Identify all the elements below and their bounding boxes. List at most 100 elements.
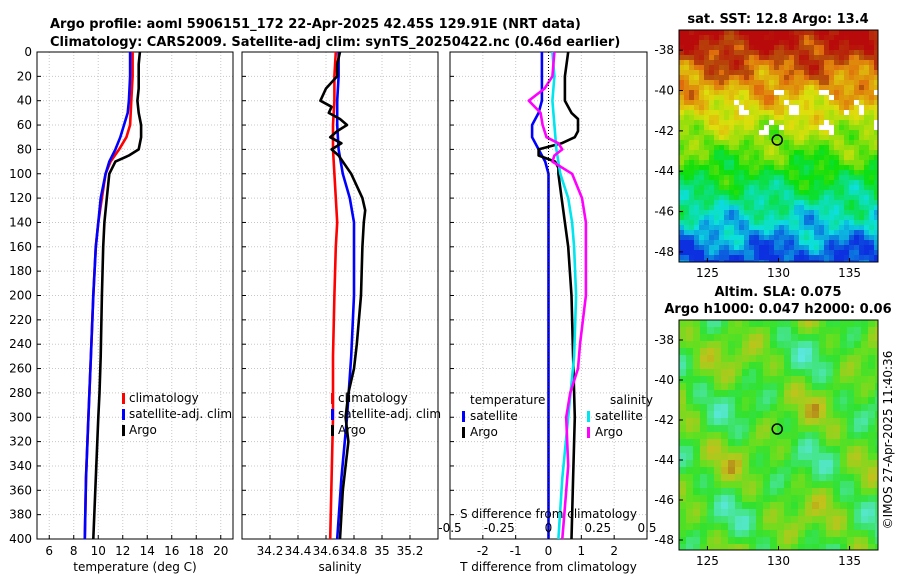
difference-xlabel: T difference from climatology bbox=[459, 560, 637, 574]
temperature-legend-label-0: climatology bbox=[129, 391, 199, 405]
map-sst-field bbox=[679, 30, 878, 262]
difference-xtick-label-2: 0 bbox=[545, 544, 553, 558]
salinity-xtick-label-5: 35.2 bbox=[397, 544, 424, 558]
salinity-xtick-label-2: 34.6 bbox=[313, 544, 340, 558]
temperature-ytick-label-14: 280 bbox=[9, 386, 32, 400]
temperature-legend-swatch-1 bbox=[122, 409, 125, 420]
map-sst-xtick-label-2: 135 bbox=[838, 266, 861, 280]
difference-legend-sal-label-0: satellite bbox=[595, 409, 643, 423]
salinity-xtick-label-0: 34.2 bbox=[257, 544, 284, 558]
difference-top-tick-label-4: 0.5 bbox=[637, 521, 656, 535]
temperature-xtick-label-3: 12 bbox=[115, 544, 130, 558]
temperature-ytick-label-11: 220 bbox=[9, 313, 32, 327]
map-sla-ytick-label-5: -48 bbox=[654, 533, 674, 547]
temperature-ytick-label-6: 120 bbox=[9, 191, 32, 205]
temperature-ytick-label-12: 240 bbox=[9, 337, 32, 351]
difference-top-axis-label: S difference from climatology bbox=[460, 507, 637, 521]
difference-legend-sal-swatch-1 bbox=[587, 427, 590, 438]
temperature-xtick-label-5: 16 bbox=[164, 544, 179, 558]
difference-xtick-label-1: -1 bbox=[510, 544, 522, 558]
temperature-frame bbox=[36, 51, 234, 540]
difference-top-tick-label-2: 0 bbox=[545, 521, 553, 535]
temperature-xtick-label-0: 6 bbox=[45, 544, 53, 558]
difference-xtick-label-0: -2 bbox=[477, 544, 489, 558]
temperature-legend-swatch-2 bbox=[122, 425, 125, 436]
map-sla-argo-marker bbox=[771, 423, 783, 435]
difference-legend-title-temperature: temperature bbox=[470, 393, 545, 407]
difference-series-argo-temperature bbox=[537, 51, 580, 540]
map-sst-ytick-label-0: -38 bbox=[654, 43, 674, 57]
map-sla-ytick-label-3: -44 bbox=[654, 453, 674, 467]
difference-profile-panel: -2 -1 0 1 2 T difference from climatology S di… bbox=[438, 51, 657, 574]
temperature-ytick-label-8: 160 bbox=[9, 240, 32, 254]
difference-legend-title-salinity: salinity bbox=[610, 393, 653, 407]
sst-map-title: sat. SST: 12.8 Argo: 13.4 bbox=[687, 12, 868, 27]
temperature-xtick-label-4: 14 bbox=[140, 544, 155, 558]
sla-map-title-line1: Altim. SLA: 0.075 bbox=[715, 285, 842, 300]
temperature-ytick-label-4: 80 bbox=[17, 142, 32, 156]
map-sst-ytick-label-3: -44 bbox=[654, 164, 674, 178]
map-sst-argo-marker bbox=[771, 134, 783, 146]
temperature-xtick-label-2: 10 bbox=[91, 544, 106, 558]
salinity-xlabel: salinity bbox=[318, 560, 361, 574]
difference-xtick-label-3: 1 bbox=[578, 544, 586, 558]
map-sst-ytick-label-4: -46 bbox=[654, 205, 674, 219]
temperature-xtick-label-6: 18 bbox=[189, 544, 204, 558]
temperature-xtick-label-7: 20 bbox=[213, 544, 228, 558]
difference-legend-sal-swatch-0 bbox=[587, 411, 590, 422]
salinity-xtick-label-3: 34.8 bbox=[341, 544, 368, 558]
imos-timestamp: ©IMOS 27-Apr-2025 11:40:36 bbox=[881, 351, 895, 530]
temperature-series-satellite-adj--clim bbox=[83, 52, 132, 540]
salinity-legend-label-0: climatology bbox=[338, 391, 408, 405]
map-sst-xtick-label-1: 130 bbox=[767, 266, 790, 280]
map-sla-ytick-label-0: -38 bbox=[654, 333, 674, 347]
salinity-profile-panel: 34.2 34.4 34.6 34.8 35 35.2 salinity climatolog… bbox=[241, 51, 441, 574]
map-sst-xtick-label-0: 125 bbox=[696, 266, 719, 280]
map-sla-xtick-label-0: 125 bbox=[696, 554, 719, 568]
temperature-legend-swatch-0 bbox=[122, 393, 125, 404]
temperature-ytick-label-20: 400 bbox=[9, 532, 32, 546]
temperature-legend-label-1: satellite-adj. clim bbox=[129, 407, 232, 421]
salinity-legend-label-1: satellite-adj. clim bbox=[338, 407, 441, 421]
temperature-ytick-label-16: 320 bbox=[9, 435, 32, 449]
difference-top-tick-label-3: 0.25 bbox=[584, 521, 611, 535]
temperature-ytick-label-3: 60 bbox=[17, 118, 32, 132]
sst-map-panel: 125 130 135 -38 -40 -42 -44 -46 -48 bbox=[654, 29, 879, 280]
temperature-ytick-label-15: 300 bbox=[9, 410, 32, 424]
map-sla-xtick-label-1: 130 bbox=[767, 554, 790, 568]
temperature-ytick-label-7: 140 bbox=[9, 215, 32, 229]
figure-title-line1: Argo profile: aoml 5906151_172 22-Apr-20… bbox=[50, 17, 581, 32]
salinity-legend-swatch-0 bbox=[331, 393, 334, 404]
map-sst-ytick-label-1: -40 bbox=[654, 84, 674, 98]
difference-series-satellite-salinity bbox=[551, 51, 578, 540]
temperature-ytick-label-0: 0 bbox=[24, 45, 32, 59]
map-sla-ytick-label-4: -46 bbox=[654, 493, 674, 507]
map-sla-field bbox=[679, 320, 878, 550]
sla-map-title-line2: Argo h1000: 0.047 h2000: 0.06 bbox=[664, 302, 891, 317]
temperature-ytick-label-18: 360 bbox=[9, 483, 32, 497]
difference-legend-temp-swatch-1 bbox=[462, 427, 465, 438]
temperature-xtick-label-1: 8 bbox=[70, 544, 78, 558]
sla-map-panel: 125 130 135 -38 -40 -42 -44 -46 -48 bbox=[654, 319, 879, 568]
map-sla-ytick-label-2: -42 bbox=[654, 413, 674, 427]
temperature-xlabel: temperature (deg C) bbox=[73, 560, 196, 574]
salinity-series-argo bbox=[319, 51, 367, 540]
difference-top-tick-label-0: -0.5 bbox=[438, 521, 461, 535]
salinity-frame bbox=[241, 51, 439, 540]
temperature-profile-panel: 6 8 10 12 14 16 18 2002040608010012014016018020… bbox=[9, 45, 234, 574]
map-sst-ytick-label-2: -42 bbox=[654, 124, 674, 138]
temperature-ytick-label-2: 40 bbox=[17, 94, 32, 108]
salinity-legend-swatch-2 bbox=[331, 425, 334, 436]
temperature-ytick-label-9: 180 bbox=[9, 264, 32, 278]
difference-legend-temp-label-0: satellite bbox=[470, 409, 518, 423]
temperature-ytick-label-5: 100 bbox=[9, 167, 32, 181]
temperature-series-argo bbox=[92, 51, 143, 540]
temperature-ytick-label-1: 20 bbox=[17, 69, 32, 83]
difference-series-argo-salinity bbox=[527, 51, 588, 540]
salinity-xtick-label-4: 35 bbox=[374, 544, 389, 558]
salinity-legend-label-2: Argo bbox=[338, 423, 366, 437]
salinity-xtick-label-1: 34.4 bbox=[285, 544, 312, 558]
temperature-legend-label-2: Argo bbox=[129, 423, 157, 437]
salinity-series-climatology bbox=[328, 51, 339, 540]
